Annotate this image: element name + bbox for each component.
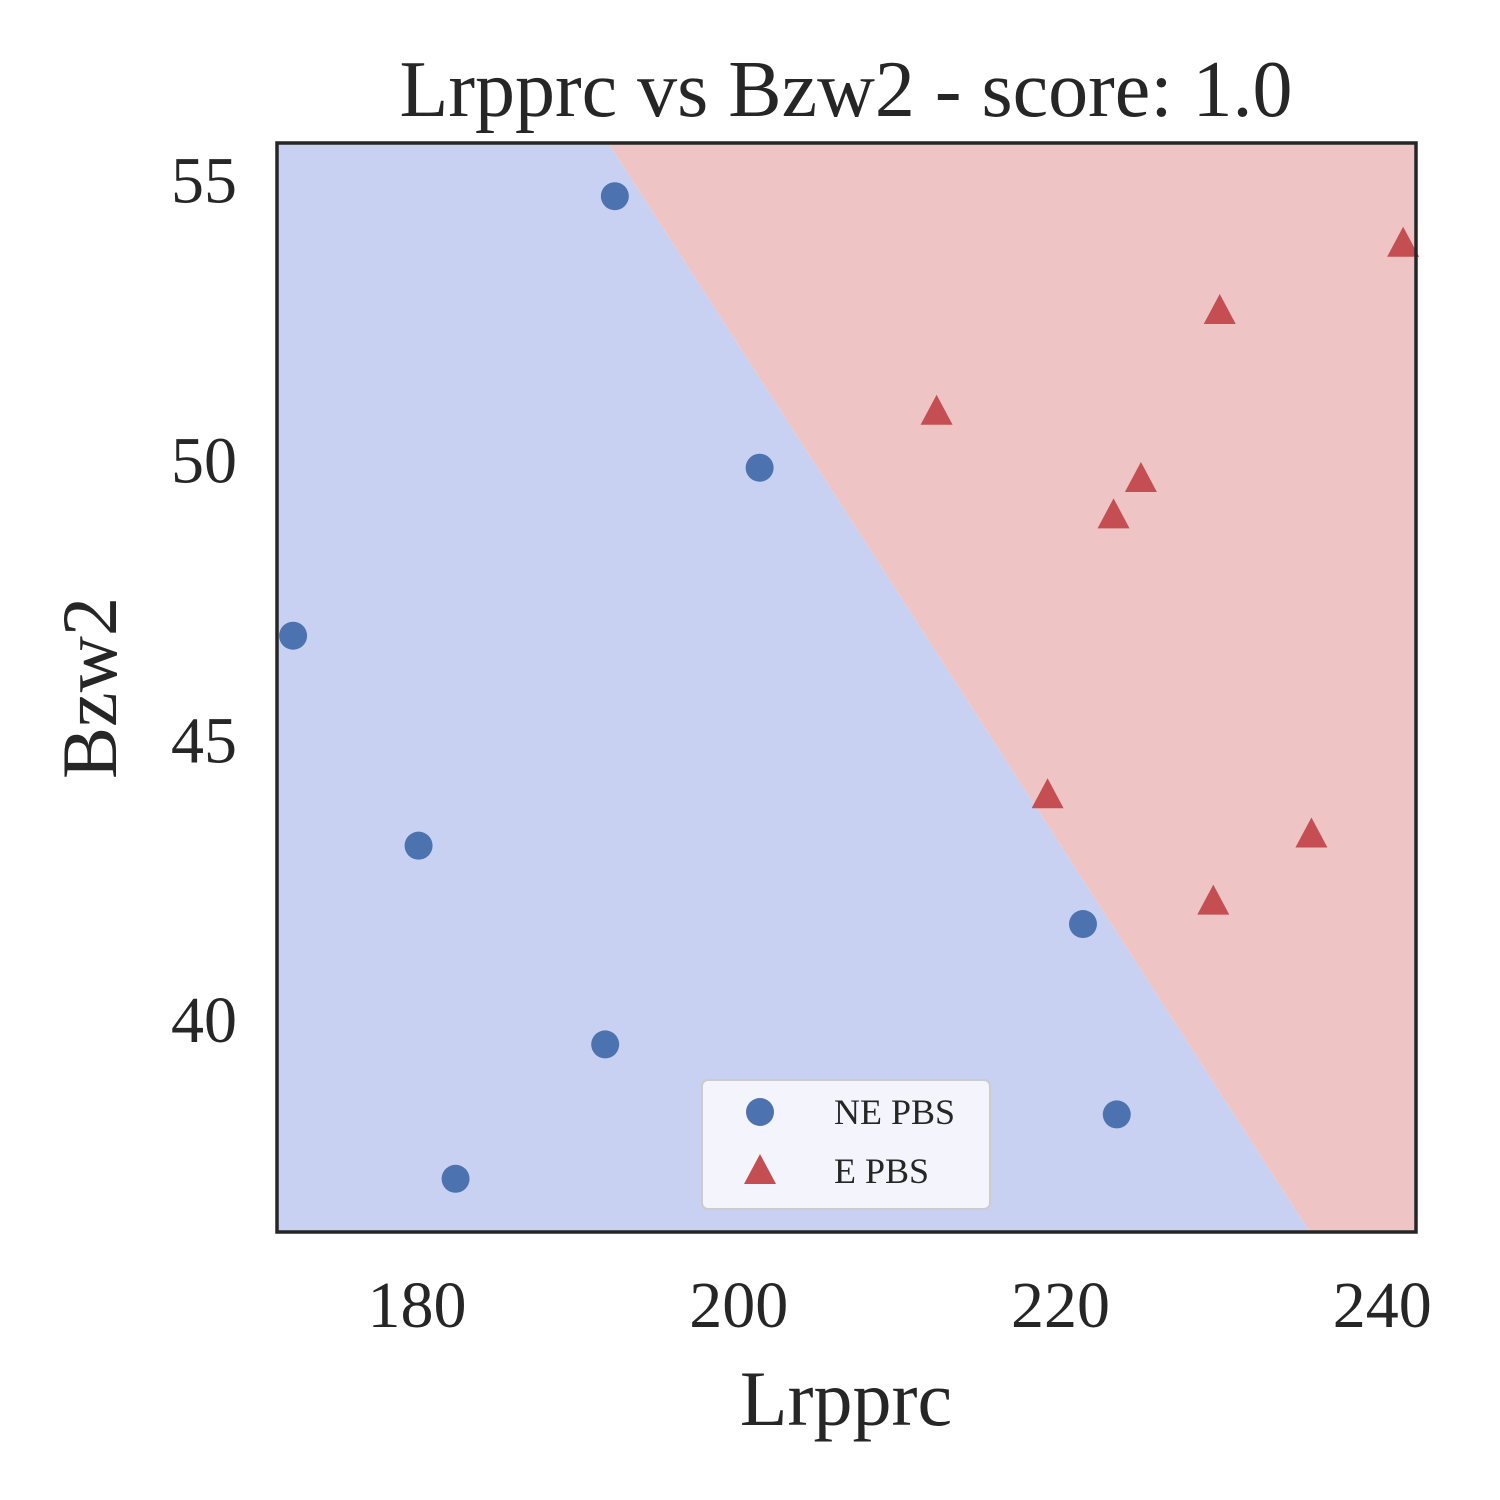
data-point-e-pbs [1031,778,1064,809]
data-point-e-pbs [1295,817,1328,848]
y-axis-ticks: 40 45 50 55 [171,144,237,1057]
y-axis-label: Bzw2 [46,597,133,779]
data-point-e-pbs [920,394,953,425]
plot-area [275,141,1420,1234]
decision-region-e [608,143,1416,1232]
y-tick-label: 45 [171,704,237,777]
legend-box [701,1079,991,1210]
plot-frame [275,141,1418,1234]
legend-marker-ne-pbs [746,1098,774,1126]
data-point-ne-pbs [441,1164,470,1193]
data-point-e-pbs [1197,884,1230,915]
data-point-e-pbs [1387,226,1420,257]
legend-marker-e-pbs [744,1154,776,1184]
x-axis-ticks: 180 200 220 240 [367,1269,1431,1342]
legend: NE PBS E PBS [701,1079,991,1210]
data-point-ne-pbs [591,1030,620,1059]
decision-region-ne [277,143,1310,1232]
data-point-ne-pbs [404,831,433,860]
data-point-ne-pbs [279,621,308,650]
data-points [279,182,1420,1193]
y-tick-label: 40 [171,984,237,1057]
chart-title: Lrpprc vs Bzw2 - score: 1.0 [399,46,1292,134]
data-point-ne-pbs [600,182,629,211]
legend-label-e-pbs: E PBS [834,1151,929,1191]
data-point-ne-pbs [745,453,774,482]
data-point-e-pbs [1097,498,1130,529]
y-tick-label: 50 [171,424,237,497]
x-tick-label: 220 [1011,1269,1110,1342]
x-tick-label: 200 [689,1269,788,1342]
data-point-ne-pbs [1068,910,1097,939]
data-point-e-pbs [1203,293,1236,324]
data-point-ne-pbs [1102,1100,1131,1129]
x-tick-label: 240 [1333,1269,1432,1342]
data-point-e-pbs [1124,461,1157,492]
legend-label-ne-pbs: NE PBS [834,1092,955,1132]
x-tick-label: 180 [367,1269,466,1342]
x-axis-label: Lrpprc [740,1355,952,1442]
y-tick-label: 55 [171,144,237,217]
